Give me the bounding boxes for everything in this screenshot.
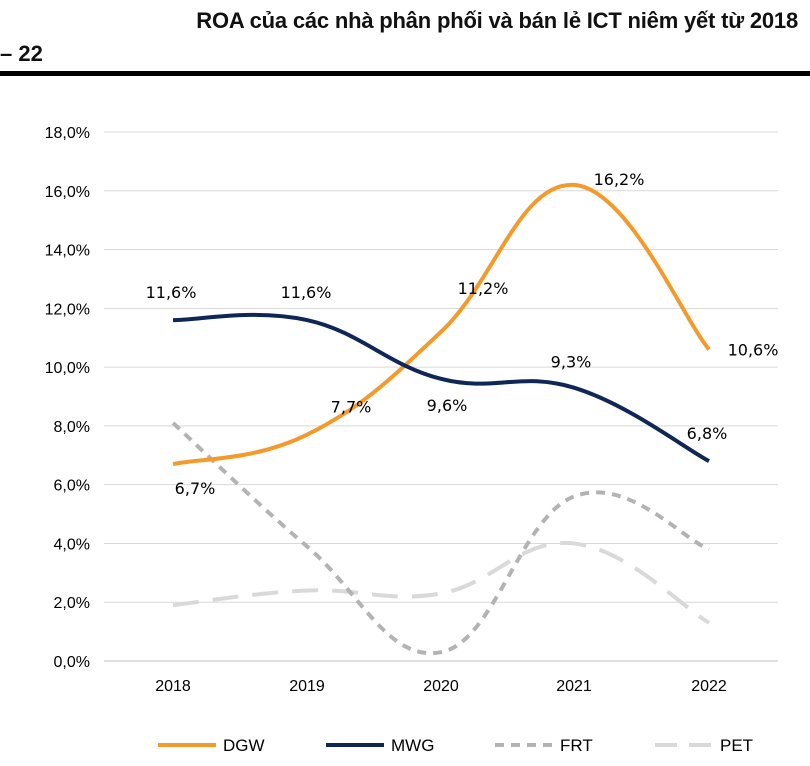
y-tick-label: 8,0% — [54, 419, 90, 436]
title-divider — [0, 71, 810, 76]
data-labels: 6,7% 7,7% 11,2% 16,2% 10,6% 11,6% 11,6% 9,6% 9,3… — [146, 170, 779, 498]
y-tick-label: 4,0% — [54, 536, 90, 553]
gridlines — [104, 131, 778, 662]
y-tick-label: 6,0% — [54, 478, 90, 495]
data-label-dgw: 6,7% — [175, 479, 216, 498]
legend-label-pet: PET — [720, 736, 753, 755]
data-label-dgw: 7,7% — [331, 398, 372, 417]
chart-title-block: ROA của các nhà phân phối và bán lẻ ICT … — [0, 0, 810, 80]
series-line-dgw — [172, 182, 711, 467]
x-tick-label: 2022 — [691, 678, 727, 695]
chart-title-line2: – 22 — [0, 41, 43, 66]
x-tick-label: 2021 — [556, 678, 592, 695]
legend-label-frt: FRT — [560, 736, 593, 755]
data-label-dgw: 10,6% — [728, 340, 779, 359]
data-label-mwg: 9,6% — [427, 396, 468, 415]
legend: DGW MWG FRT PET — [158, 736, 753, 755]
y-tick-label: 0,0% — [54, 654, 90, 671]
data-label-dgw: 11,2% — [458, 279, 509, 298]
data-label-mwg: 11,6% — [281, 283, 332, 302]
y-axis-ticks: 0,0% 2,0% 4,0% 6,0% 8,0% 10,0% 12,0% 14,0% 16,0%… — [45, 125, 90, 671]
x-tick-label: 2020 — [423, 678, 459, 695]
series-line-pet — [172, 540, 711, 625]
data-label-mwg: 6,8% — [687, 424, 728, 443]
y-tick-label: 12,0% — [45, 301, 90, 318]
y-tick-label: 18,0% — [45, 125, 90, 142]
x-tick-label: 2018 — [155, 678, 191, 695]
y-tick-label: 14,0% — [45, 243, 90, 260]
x-tick-label: 2019 — [289, 678, 325, 695]
series-line-frt — [171, 421, 710, 656]
y-tick-label: 10,0% — [45, 360, 90, 377]
data-label-mwg: 9,3% — [551, 353, 592, 372]
legend-label-mwg: MWG — [391, 736, 434, 755]
legend-label-dgw: DGW — [223, 736, 265, 755]
series-line-mwg — [172, 312, 710, 463]
y-tick-label: 2,0% — [54, 595, 90, 612]
data-label-dgw: 16,2% — [594, 170, 645, 189]
series-lines — [171, 182, 711, 656]
y-tick-label: 16,0% — [45, 184, 90, 201]
x-axis-ticks: 2018 2019 2020 2021 2022 — [155, 678, 727, 695]
data-label-mwg: 11,6% — [146, 283, 197, 302]
chart-title-line1: ROA của các nhà phân phối và bán lẻ ICT … — [196, 8, 798, 33]
